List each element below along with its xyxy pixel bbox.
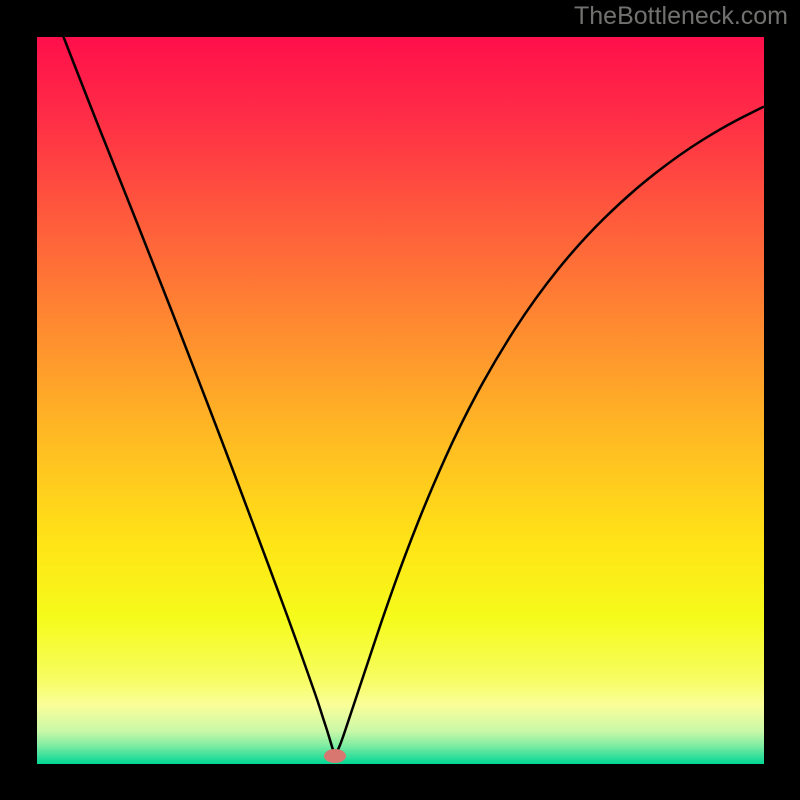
plot-area bbox=[37, 37, 764, 764]
watermark-text: TheBottleneck.com bbox=[574, 2, 788, 31]
minimum-marker bbox=[324, 749, 346, 763]
chart-container: TheBottleneck.com bbox=[0, 0, 800, 800]
